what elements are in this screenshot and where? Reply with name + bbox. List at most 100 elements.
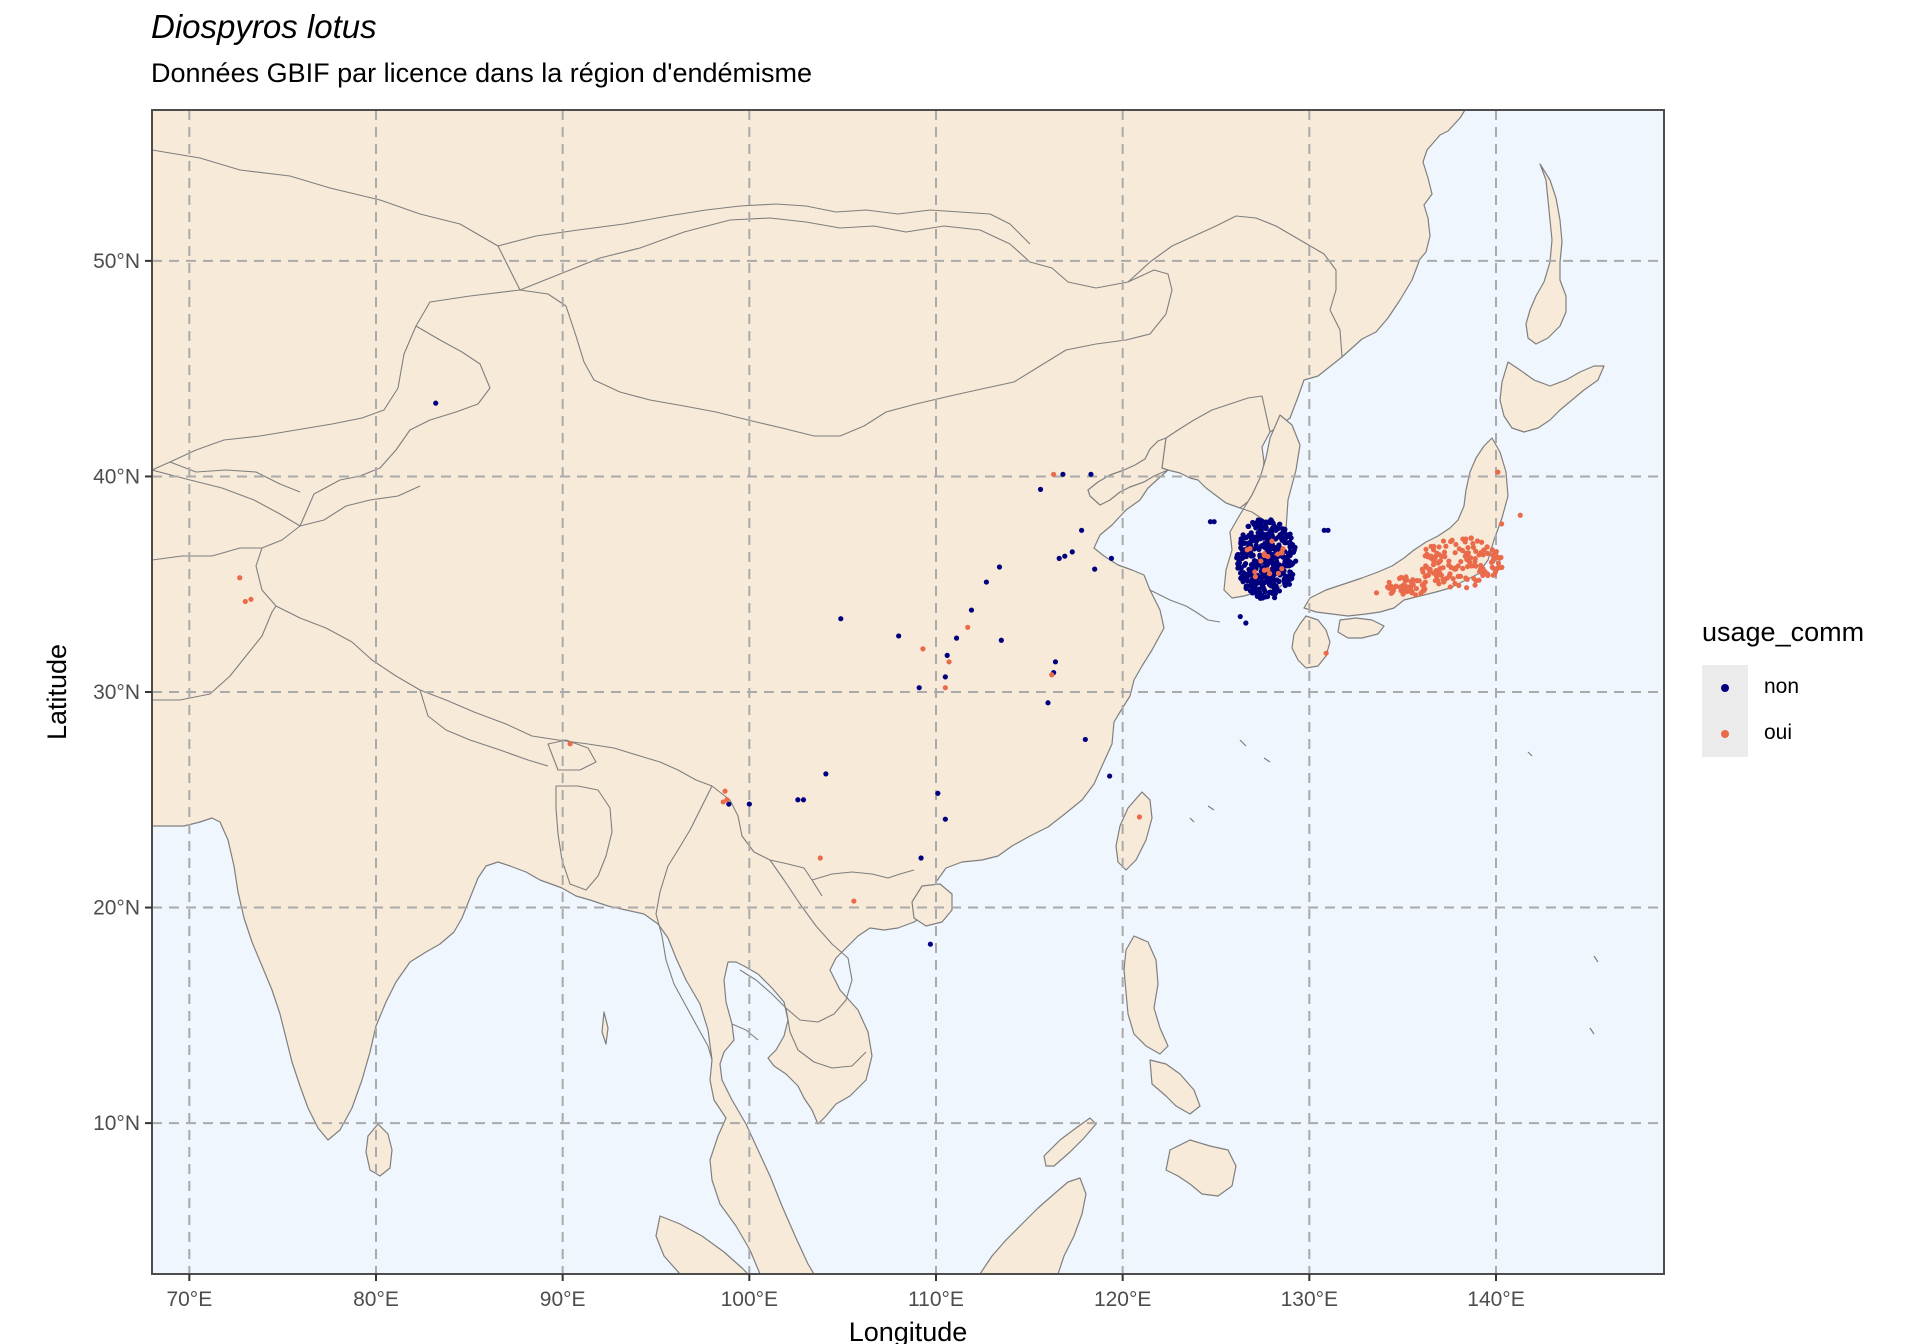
- point-oui-16: [1323, 650, 1329, 656]
- legend-title: usage_comm: [1702, 617, 1865, 647]
- point-non-cluster-0-327: [1251, 535, 1257, 541]
- point-oui-9: [1051, 471, 1057, 477]
- point-oui-cluster-1-147: [1485, 550, 1491, 557]
- legend-dot-oui: [1721, 730, 1729, 738]
- border-bangladesh: [555, 785, 613, 891]
- point-non-15: [998, 637, 1004, 643]
- point-non-cluster-0-356: [1254, 545, 1260, 551]
- point-non-7: [1056, 555, 1062, 561]
- point-oui-cluster-1-109: [1455, 573, 1461, 580]
- point-non-cluster-0-367: [1240, 579, 1246, 585]
- point-oui-cluster-1-135: [1430, 558, 1437, 564]
- point-oui-20: [1409, 590, 1415, 596]
- point-oui-7: [817, 855, 823, 861]
- point-oui-cluster-1-118: [1498, 564, 1505, 571]
- point-oui-cluster-1-116: [1436, 544, 1442, 550]
- point-non-cluster-0-375: [1241, 573, 1247, 580]
- point-non-39: [1243, 620, 1249, 626]
- point-oui-cluster-2-7: [1386, 579, 1392, 585]
- legend-label-non: non: [1764, 675, 1800, 698]
- point-oui-10: [920, 646, 926, 652]
- point-oui-cluster-1-149: [1483, 570, 1489, 576]
- point-oui-cluster-2-29: [1402, 577, 1408, 583]
- border-russia-mongolia-north: [497, 203, 1031, 247]
- point-oui-cluster-1-29: [1495, 560, 1502, 566]
- ryukyu-islands: [1189, 739, 1271, 823]
- point-oui-cluster-1-94: [1481, 547, 1487, 553]
- point-non-cluster-0-206: [1243, 553, 1249, 560]
- point-non-cluster-0-407: [1248, 562, 1255, 568]
- point-oui-cluster-1-97: [1474, 538, 1481, 544]
- point-non-cluster-0-368: [1241, 562, 1248, 568]
- point-non-cluster-0-324: [1287, 569, 1294, 575]
- point-oui-cluster-1-3: [1463, 585, 1470, 591]
- point-non-37: [1321, 527, 1327, 533]
- point-oui-cluster-2-39: [1399, 583, 1406, 589]
- point-non-11: [1108, 555, 1115, 561]
- legend-dot-non: [1721, 684, 1729, 692]
- border-vietnam: [811, 869, 915, 881]
- point-oui-18: [1420, 581, 1426, 587]
- point-oui-cluster-2-38: [1393, 583, 1399, 589]
- point-non-31: [918, 855, 924, 861]
- border-bhutan: [547, 739, 597, 771]
- y-tick-label-1: 20°N: [93, 897, 140, 920]
- point-non-cluster-0-343: [1288, 562, 1294, 568]
- x-tick-label-6: 130°E: [1281, 1288, 1338, 1311]
- point-oui-cluster-1-137: [1434, 550, 1440, 556]
- legend-item-oui: oui: [1702, 711, 1920, 757]
- border-myanmar-east: [711, 785, 823, 897]
- border-laos: [739, 859, 853, 1023]
- point-oui-cluster-1-133: [1489, 564, 1495, 570]
- point-oui-cluster-1-136: [1494, 565, 1501, 572]
- border-china-korea: [1165, 395, 1271, 439]
- point-non-cluster-0-59: [1271, 595, 1278, 601]
- point-oui-cluster-3-15: [1261, 551, 1267, 557]
- point-oui-cluster-1-107: [1472, 556, 1478, 562]
- point-oui-cluster-1-140: [1468, 563, 1474, 569]
- point-non-cluster-0-408: [1275, 534, 1282, 540]
- point-oui-cluster-2-41: [1398, 588, 1404, 594]
- point-oui-cluster-1-141: [1420, 569, 1426, 575]
- point-non-10: [983, 579, 990, 585]
- point-oui-cluster-1-114: [1437, 558, 1444, 564]
- point-non-cluster-0-411: [1263, 525, 1269, 531]
- point-non-cluster-0-267: [1245, 583, 1251, 589]
- point-non-4: [1079, 527, 1085, 533]
- point-oui-1: [248, 596, 254, 602]
- point-non-cluster-0-334: [1264, 543, 1270, 550]
- point-oui-cluster-1-115: [1459, 547, 1466, 554]
- point-oui-cluster-1-57: [1423, 563, 1429, 569]
- point-non-18: [942, 674, 948, 680]
- border-malaysia: [731, 1023, 759, 1041]
- point-oui-cluster-2-35: [1384, 584, 1391, 590]
- point-oui-23: [1495, 469, 1501, 475]
- border-afghanistan: [152, 547, 262, 561]
- point-oui-cluster-1-63: [1438, 572, 1445, 578]
- point-non-cluster-0-363: [1246, 571, 1252, 578]
- point-oui-cluster-3-14: [1275, 551, 1281, 557]
- point-oui-cluster-1-103: [1498, 554, 1504, 561]
- philippines-mindanao: [1165, 1139, 1237, 1197]
- point-non-cluster-0-413: [1257, 521, 1263, 527]
- point-non-cluster-0-397: [1287, 540, 1293, 547]
- point-non-16: [896, 633, 902, 639]
- point-non-cluster-0-339: [1261, 587, 1267, 593]
- point-non-32: [927, 941, 934, 947]
- x-tick-label-3: 100°E: [721, 1288, 778, 1311]
- point-non-cluster-0-346: [1282, 580, 1288, 586]
- point-oui-0: [237, 575, 243, 581]
- point-non-cluster-0-404: [1242, 540, 1248, 546]
- japan-hokkaido: [1499, 361, 1605, 433]
- point-non-36: [1325, 527, 1331, 533]
- x-tick-label-4: 110°E: [908, 1288, 964, 1311]
- point-oui-cluster-1-82: [1443, 543, 1449, 549]
- point-oui-cluster-1-113: [1453, 566, 1459, 572]
- point-oui-cluster-3-11: [1258, 558, 1264, 564]
- point-oui-cluster-1-65: [1465, 545, 1471, 551]
- andaman-islands: [601, 1011, 609, 1045]
- point-oui-cluster-1-81: [1427, 566, 1433, 572]
- point-oui-cluster-1-101: [1460, 536, 1466, 542]
- point-oui-8: [851, 898, 857, 904]
- point-non-cluster-0-412: [1282, 559, 1288, 565]
